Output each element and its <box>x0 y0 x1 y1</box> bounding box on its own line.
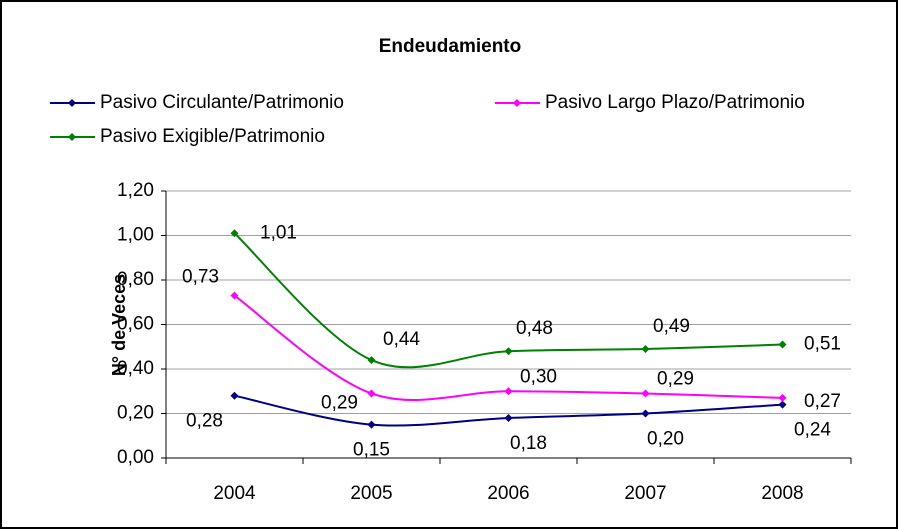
legend-label: Pasivo Largo Plazo/Patrimonio <box>545 92 805 113</box>
y-tick-label: 1,00 <box>117 225 154 246</box>
data-label: 0,29 <box>657 368 694 389</box>
data-label: 0,73 <box>182 267 219 288</box>
data-point <box>778 393 787 402</box>
y-axis-label: N° de Veces <box>109 274 129 376</box>
x-tick-label: 2007 <box>624 483 666 504</box>
data-label: 1,01 <box>260 222 297 243</box>
legend-marker <box>68 99 76 107</box>
data-point <box>230 291 239 300</box>
data-label: 0,24 <box>794 420 831 441</box>
legend-label: Pasivo Circulante/Patrimonio <box>100 92 344 113</box>
y-tick-label: 0,60 <box>117 314 154 335</box>
data-point <box>641 389 650 398</box>
series-line <box>233 232 783 369</box>
legend-marker <box>513 99 521 107</box>
data-label: 0,51 <box>804 334 841 355</box>
data-point <box>504 387 513 396</box>
data-point <box>230 229 239 238</box>
x-tick-label: 2004 <box>213 483 256 504</box>
data-label: 0,18 <box>510 433 547 454</box>
legend-label: Pasivo Exigible/Patrimonio <box>100 126 325 147</box>
data-point <box>367 356 376 365</box>
y-tick-label: 0,00 <box>117 447 154 468</box>
data-label: 0,49 <box>653 316 690 337</box>
x-tick-label: 2006 <box>487 483 529 504</box>
data-point <box>367 389 376 398</box>
data-point <box>504 413 513 422</box>
data-point <box>641 344 650 353</box>
data-label: 0,29 <box>321 392 358 413</box>
data-point <box>367 420 376 429</box>
y-tick-label: 0,40 <box>117 358 154 379</box>
data-label: 0,28 <box>186 411 223 432</box>
data-point <box>230 391 239 400</box>
y-tick-label: 1,20 <box>117 180 154 201</box>
data-point <box>778 400 787 409</box>
y-tick-label: 0,20 <box>117 403 154 424</box>
x-tick-label: 2005 <box>350 483 392 504</box>
data-point <box>504 347 513 356</box>
data-label: 0,30 <box>520 366 557 387</box>
legend-marker <box>68 133 76 141</box>
data-label: 0,27 <box>804 391 841 412</box>
chart-title: Endeudamiento <box>379 36 522 57</box>
data-label: 0,48 <box>516 318 553 339</box>
data-label: 0,44 <box>383 329 420 350</box>
y-tick-label: 0,80 <box>117 269 154 290</box>
data-label: 0,15 <box>353 440 390 461</box>
x-tick-label: 2008 <box>761 483 803 504</box>
data-point <box>778 340 787 349</box>
data-label: 0,20 <box>647 429 684 450</box>
data-point <box>641 409 650 418</box>
